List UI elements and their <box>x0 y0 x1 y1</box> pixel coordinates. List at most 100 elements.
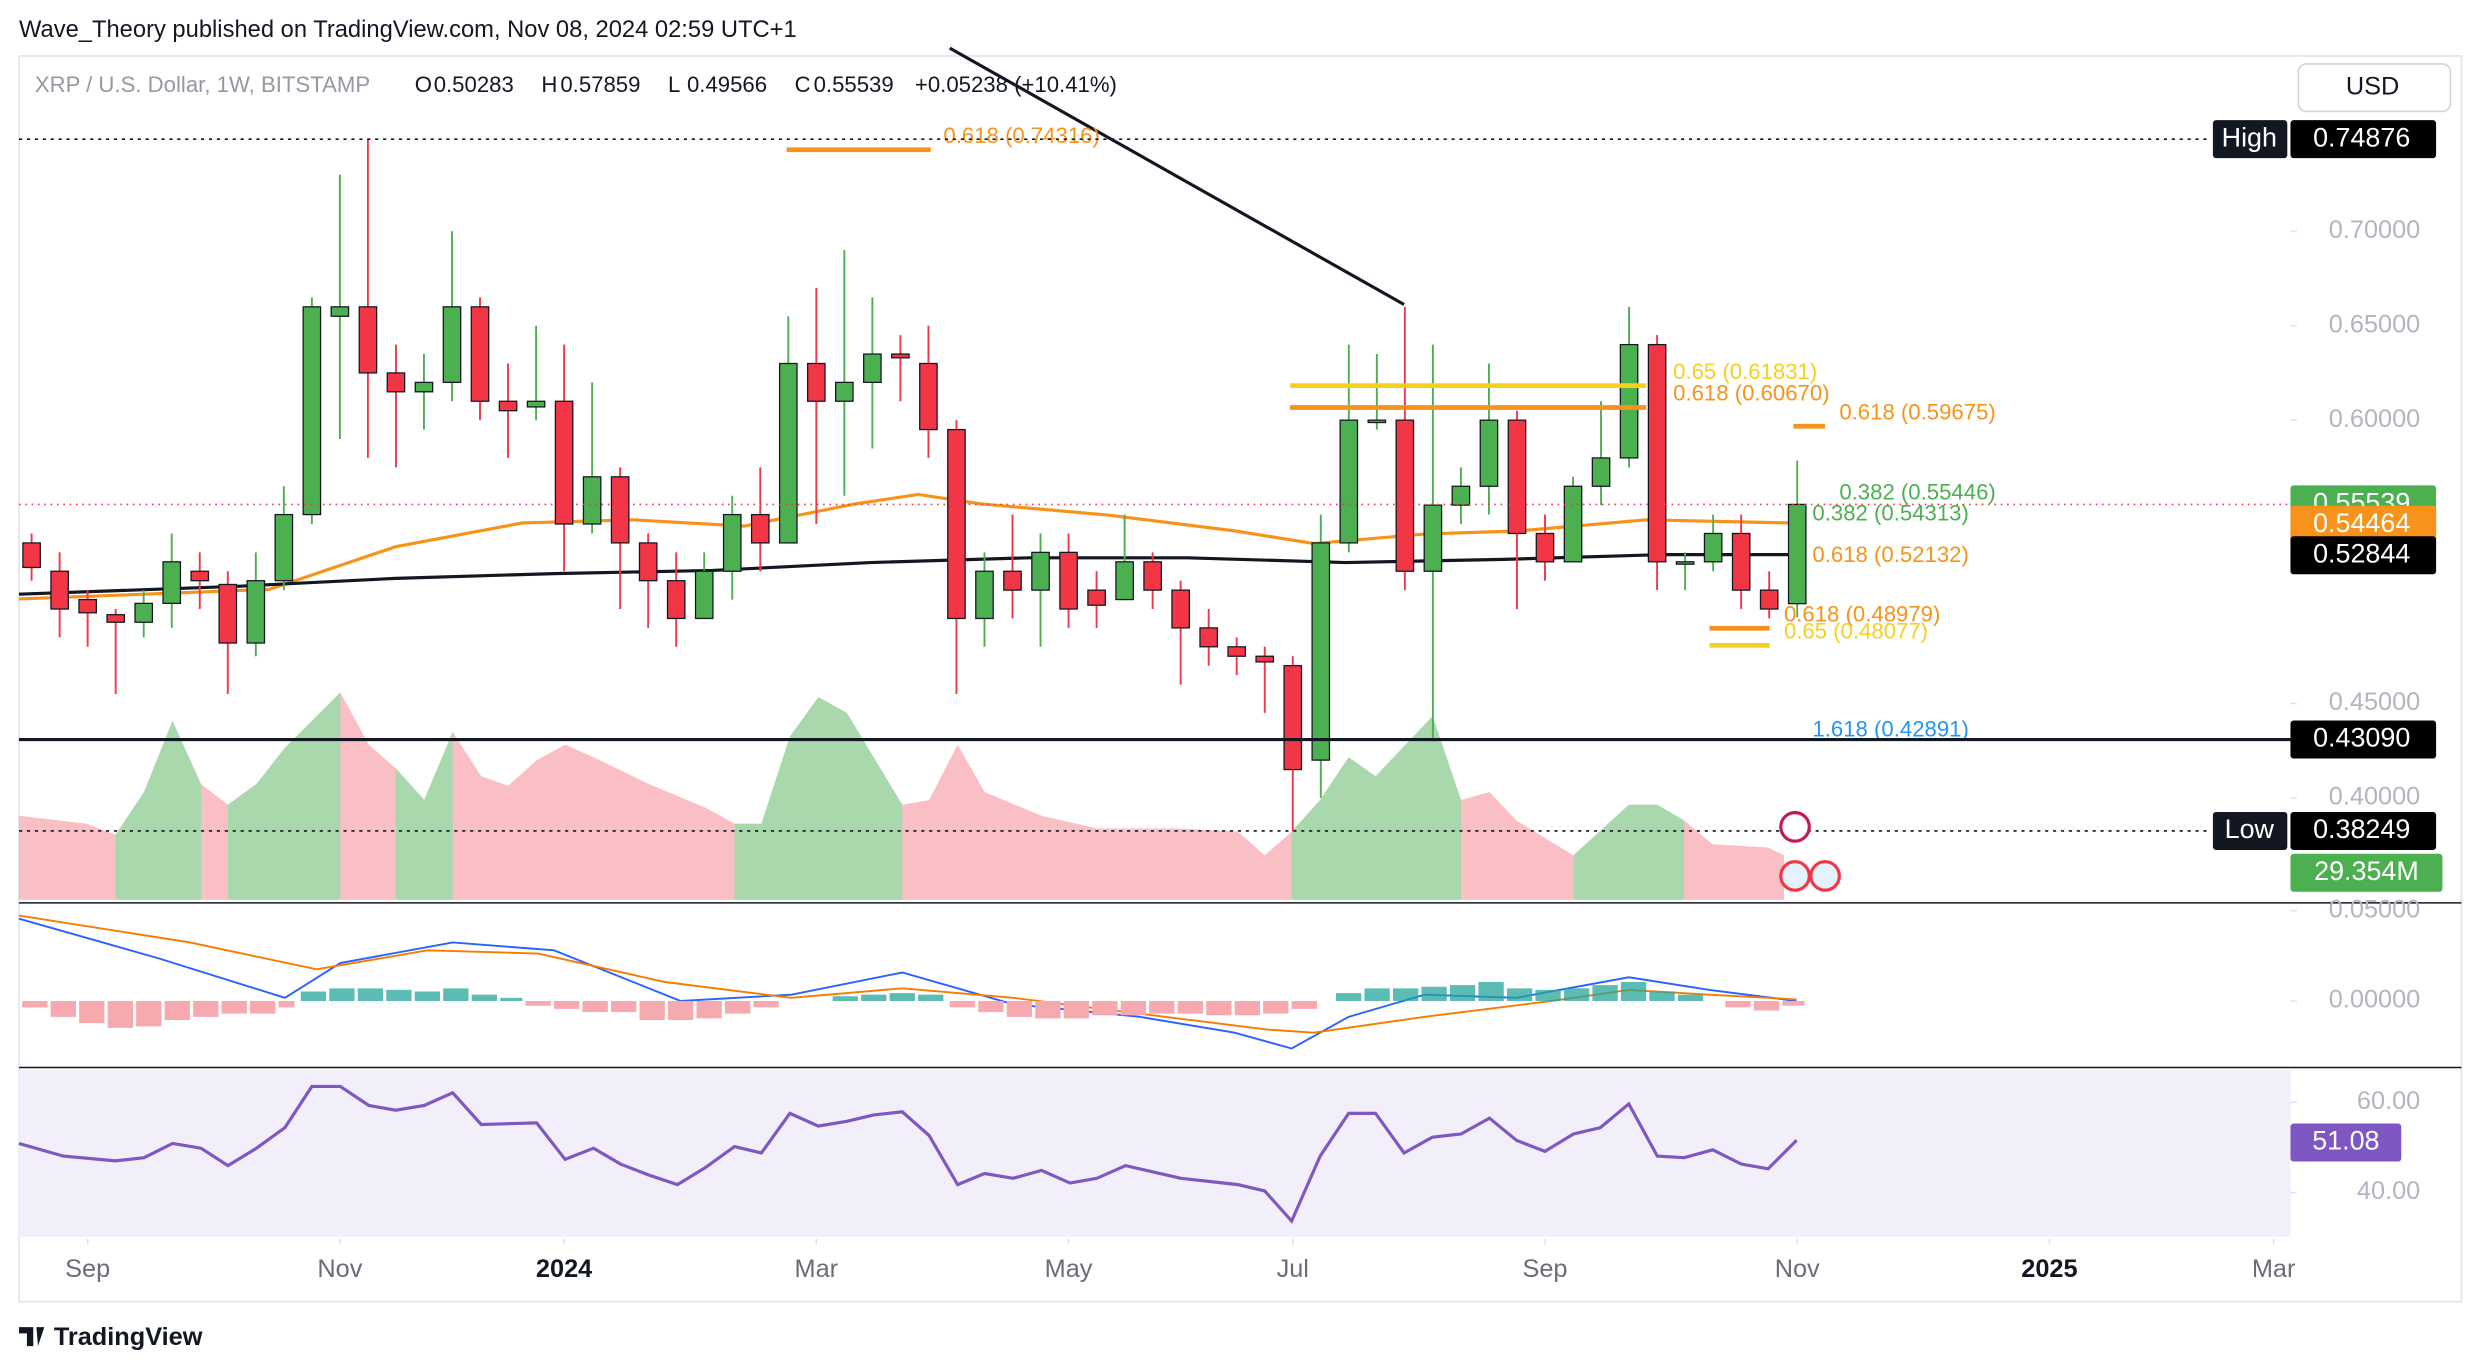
fib-label: 0.65 (0.48077) <box>1784 619 1928 644</box>
candle-body <box>554 400 574 525</box>
rsi-tag <box>2290 1123 2402 1162</box>
fib-label: 1.618 (0.42891) <box>1812 716 1968 741</box>
currency-button[interactable] <box>2297 63 2452 113</box>
chart-marks: O 0.50283 H 0.57859 L 0.49566 C 0.55539 0.70000 0… <box>18 72 2443 1283</box>
candle-body <box>1255 655 1275 663</box>
candle-body <box>274 513 294 582</box>
candle-body <box>50 570 69 610</box>
fib-label: 0.618 (0.74316) <box>943 123 1099 148</box>
fib-label: 0.618 (0.52132) <box>1812 542 1968 567</box>
volume-tag <box>2290 853 2443 892</box>
legend-value: 0.55539 <box>814 72 894 97</box>
rsi-tag-label: 51.08 <box>2312 1126 2379 1156</box>
rsi-band <box>18 1070 2291 1237</box>
volume-area <box>115 720 202 900</box>
fib-label: 0.65 (0.61831) <box>1673 359 1817 384</box>
candle-body <box>1395 419 1415 572</box>
candle-body <box>1143 561 1162 591</box>
x-tick-label: Nov <box>1775 1255 1820 1283</box>
candle-body <box>1759 589 1779 610</box>
fib-label: 0.618 (0.60670) <box>1673 381 1829 406</box>
y-tick-label: 0.65000 <box>2329 310 2421 338</box>
volume-area <box>395 731 453 900</box>
price-tag-label: 0.54464 <box>2313 508 2410 538</box>
change: +0.05238 (+10.41%) <box>915 72 1117 97</box>
candle-body <box>442 306 462 384</box>
fib-label: 0.618 (0.48979) <box>1784 601 1940 626</box>
candle-body <box>470 306 490 402</box>
volume-area <box>1291 716 1462 900</box>
price-tag <box>2290 720 2437 759</box>
candle-body <box>78 598 97 614</box>
legend-value: 0.50283 <box>434 72 514 97</box>
candle-body <box>1171 589 1190 629</box>
x-tick-label: Jul <box>1277 1255 1309 1283</box>
candle-body <box>218 583 238 644</box>
x-tick-label: 2024 <box>536 1255 592 1283</box>
candle-body <box>1591 457 1611 487</box>
candle-body <box>1731 532 1751 591</box>
candle-body <box>891 353 910 359</box>
candle-body <box>1367 419 1387 424</box>
x-tick-label: Mar <box>795 1255 839 1283</box>
legend-key: H <box>541 72 557 97</box>
price-tag <box>2290 120 2437 159</box>
candle-body <box>610 476 630 544</box>
candle-body <box>1059 551 1078 610</box>
price-tag <box>2290 811 2437 850</box>
candle-body <box>1563 485 1583 563</box>
candle-body <box>190 570 210 582</box>
price-tag-label: 0.43090 <box>2313 723 2410 753</box>
trend-line <box>948 46 1405 306</box>
candle-body <box>582 476 602 525</box>
x-tick-label: 2025 <box>2021 1255 2077 1283</box>
candle-body <box>1703 532 1723 563</box>
volume-area <box>1573 804 1685 900</box>
candle-body <box>1479 419 1499 487</box>
tag-name: Low <box>2225 814 2275 844</box>
x-tick-label: Sep <box>1522 1255 1567 1283</box>
tag-name: High <box>2222 122 2277 152</box>
rsi-line <box>18 1084 1798 1224</box>
candle-body <box>526 400 546 408</box>
candle-body <box>498 400 518 412</box>
candle-body <box>1003 570 1022 591</box>
candle-body <box>806 362 826 402</box>
tag-name-box <box>2212 811 2288 850</box>
candle-body <box>358 306 378 374</box>
candle-body <box>1535 532 1555 563</box>
volume-area <box>734 697 903 900</box>
symbol: XRP / U.S. Dollar, 1W, BITSTAMP <box>35 72 370 97</box>
candle-body <box>1227 646 1247 657</box>
candle-body <box>246 580 266 644</box>
candle-body <box>22 542 41 569</box>
price-tag-label: 0.52844 <box>2313 538 2410 568</box>
y-tick-label: 0.00000 <box>2329 986 2421 1014</box>
candle-body <box>666 580 686 620</box>
y-tick-label: 40.00 <box>2357 1177 2420 1205</box>
fib-label: 0.618 (0.59675) <box>1839 399 1995 424</box>
candle-body <box>302 306 322 516</box>
flag-icon <box>1779 860 1811 892</box>
candle-body <box>835 381 854 402</box>
header: Wave_Theory published on TradingView.com… <box>19 17 1117 97</box>
candle-body <box>330 306 350 317</box>
brand-logo <box>18 1327 45 1347</box>
candle-body <box>1647 343 1667 563</box>
price-tag-label: 0.38249 <box>2313 814 2410 844</box>
price-tag <box>2290 505 2437 544</box>
candle-body <box>386 372 406 393</box>
candle-body <box>863 353 882 384</box>
candle-body <box>1031 551 1050 591</box>
legend-key: L <box>668 72 680 97</box>
event-icon <box>1779 811 1811 843</box>
fib-label: 0.382 (0.54313) <box>1812 501 1968 526</box>
macd-histogram <box>300 982 1704 1001</box>
published: Wave_Theory published on TradingView.com… <box>19 17 797 43</box>
x-tick-label: Nov <box>317 1255 362 1283</box>
candle-body <box>1451 485 1471 506</box>
currency[interactable]: USD <box>2346 72 2399 100</box>
price-tag <box>2290 536 2437 575</box>
volume-tag-label: 29.354M <box>2314 856 2419 886</box>
